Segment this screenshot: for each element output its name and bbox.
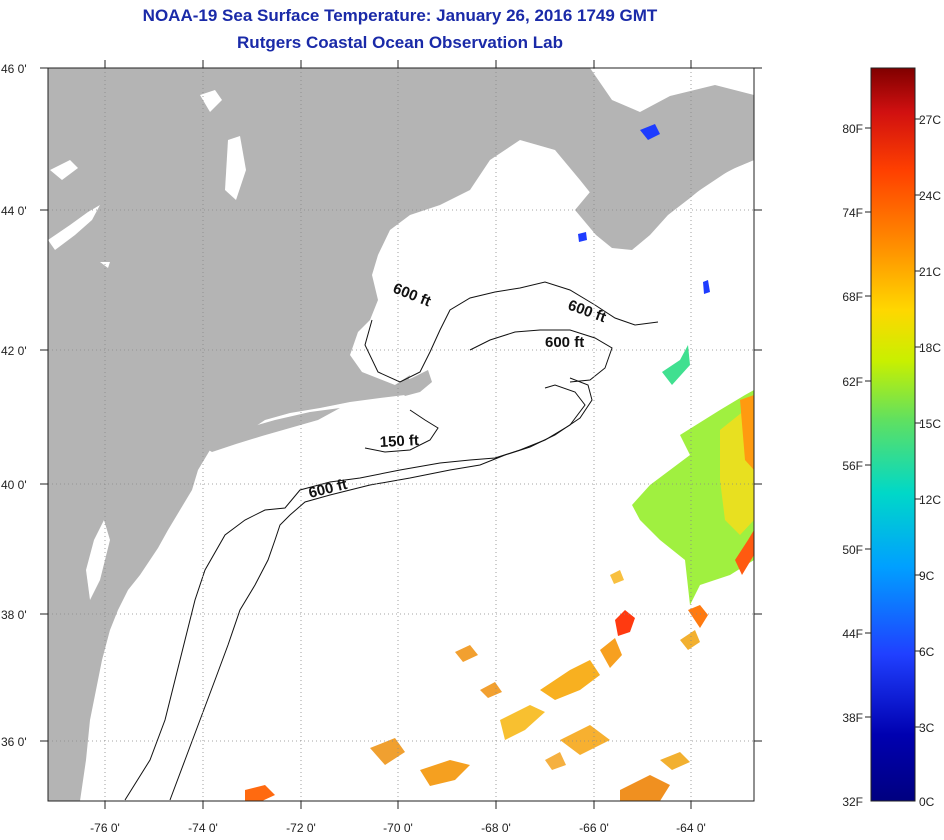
lon-label-72: -72 0' bbox=[286, 821, 316, 835]
land-cape-cod bbox=[395, 370, 432, 396]
contour-label-150ft: 150 ft bbox=[379, 432, 419, 451]
colorbar-label-74f: 74F bbox=[842, 206, 863, 220]
inland-water bbox=[48, 90, 246, 650]
lat-label-42: 42 0' bbox=[1, 344, 27, 358]
colorbar-label-21c: 21C bbox=[919, 265, 941, 279]
map-frame bbox=[47, 67, 755, 802]
land-nova-scotia bbox=[575, 118, 754, 250]
colorbar-label-3c: 3C bbox=[919, 721, 935, 735]
colorbar-label-56f: 56F bbox=[842, 459, 863, 473]
colorbar-label-44f: 44F bbox=[842, 627, 863, 641]
lat-label-38: 38 0' bbox=[1, 608, 27, 622]
lon-label-64: -64 0' bbox=[676, 821, 706, 835]
map-title: NOAA-19 Sea Surface Temperature: January… bbox=[142, 6, 658, 25]
colorbar-label-24c: 24C bbox=[919, 189, 941, 203]
colorbar bbox=[870, 67, 916, 802]
graticule bbox=[48, 68, 754, 801]
colorbar-label-12c: 12C bbox=[919, 493, 941, 507]
lon-label-68: -68 0' bbox=[481, 821, 511, 835]
colorbar-label-68f: 68F bbox=[842, 290, 863, 304]
colorbar-label-50f: 50F bbox=[842, 543, 863, 557]
colorbar-label-15c: 15C bbox=[919, 417, 941, 431]
colorbar-ticks bbox=[865, 118, 921, 728]
colorbar-label-18c: 18C bbox=[919, 341, 941, 355]
colorbar-label-80f: 80F bbox=[842, 122, 863, 136]
bathymetry-contours bbox=[124, 281, 659, 801]
axis-ticks bbox=[40, 60, 762, 809]
lat-label-40: 40 0' bbox=[1, 478, 27, 492]
colorbar-label-32f: 32F bbox=[842, 795, 863, 809]
lat-label-36: 36 0' bbox=[1, 735, 27, 749]
colorbar-label-0c: 0C bbox=[919, 795, 935, 809]
colorbar-label-9c: 9C bbox=[919, 569, 935, 583]
lon-label-66: -66 0' bbox=[579, 821, 609, 835]
colorbar-label-38f: 38F bbox=[842, 711, 863, 725]
colorbar-label-27c: 27C bbox=[919, 113, 941, 127]
land-long-island bbox=[205, 408, 340, 452]
colorbar-label-62f: 62F bbox=[842, 375, 863, 389]
lat-label-46: 46 0' bbox=[1, 62, 27, 76]
map-subtitle: Rutgers Coastal Ocean Observation Lab bbox=[237, 33, 563, 52]
lon-label-70: -70 0' bbox=[383, 821, 413, 835]
colorbar-label-6c: 6C bbox=[919, 645, 935, 659]
lon-label-76: -76 0' bbox=[90, 821, 120, 835]
land-mainland bbox=[48, 68, 754, 801]
lon-label-74: -74 0' bbox=[188, 821, 218, 835]
sst-patches bbox=[245, 124, 754, 801]
contour-label-600ft-bank: 600 ft bbox=[545, 334, 584, 351]
lat-label-44: 44 0' bbox=[1, 204, 27, 218]
